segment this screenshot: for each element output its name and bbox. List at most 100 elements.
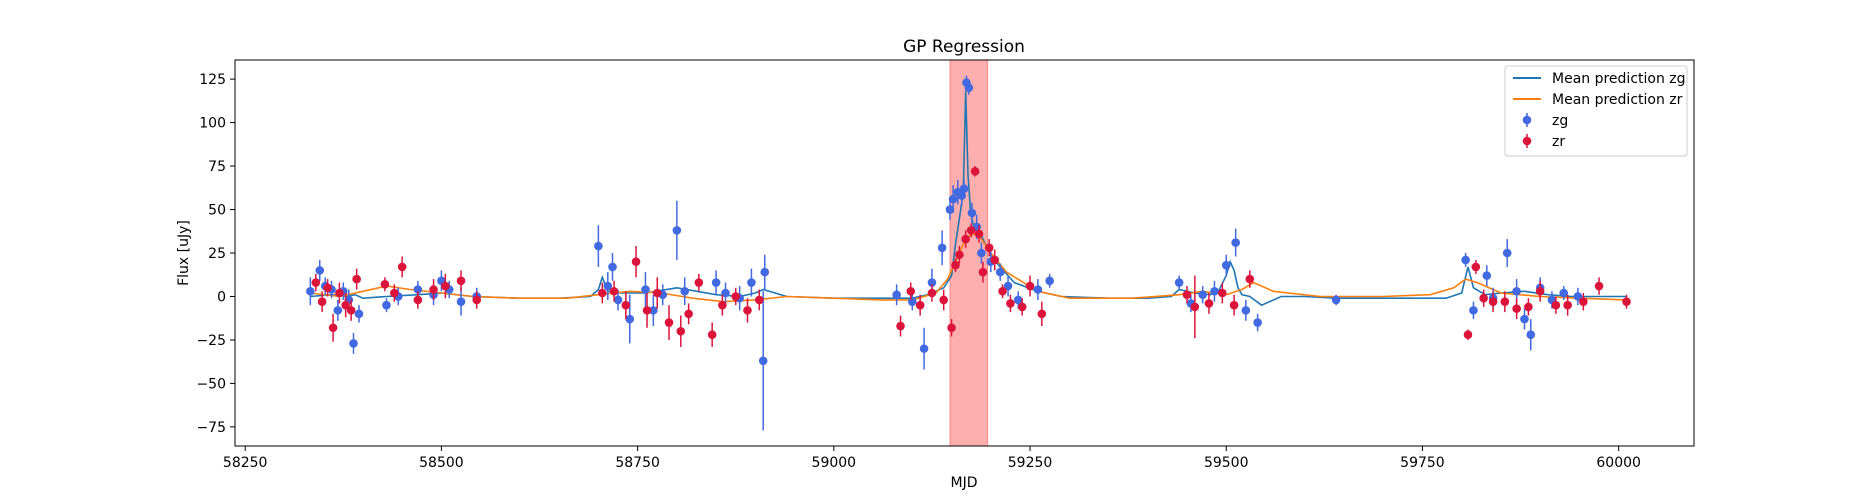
data-point [896, 321, 905, 331]
data-point [1006, 299, 1015, 308]
x-tick-label: 59250 [1008, 455, 1053, 471]
data-point [1594, 281, 1604, 291]
data-point [333, 306, 343, 315]
x-tick-label: 59500 [1204, 455, 1249, 471]
data-point [1469, 306, 1478, 315]
data-point [977, 248, 986, 258]
y-axis-title: Flux [uJy] [176, 220, 192, 286]
data-point [978, 267, 988, 277]
data-point [1551, 300, 1561, 310]
data-point [990, 255, 1000, 265]
data-point [892, 290, 901, 300]
data-point [945, 205, 955, 214]
data-point [603, 281, 613, 291]
series-points-zr [311, 166, 1631, 347]
data-point [964, 83, 974, 93]
data-point [919, 344, 929, 353]
data-point [1463, 330, 1473, 340]
data-point [1512, 286, 1521, 296]
data-point [721, 288, 730, 298]
data-point [906, 286, 916, 296]
data-point [937, 243, 947, 253]
data-point [1198, 290, 1207, 300]
data-point [1500, 297, 1510, 306]
data-point [625, 314, 635, 324]
y-tick-label: −50 [196, 376, 226, 392]
data-point [598, 288, 607, 298]
data-point [1013, 295, 1023, 305]
data-point [694, 278, 704, 287]
data-point [967, 208, 977, 218]
legend-box [1504, 65, 1688, 157]
legend: Mean prediction zg Mean prediction zr zg… [1504, 65, 1688, 157]
data-point [323, 283, 332, 293]
data-point [631, 257, 641, 266]
data-point [959, 184, 969, 193]
x-tick-label: 58750 [615, 455, 660, 471]
y-tick-label: 125 [199, 72, 226, 88]
data-point [328, 323, 338, 333]
data-point [676, 326, 686, 336]
data-point [397, 262, 407, 272]
data-point [1037, 309, 1047, 319]
data-point [1210, 286, 1219, 296]
data-point [349, 339, 358, 348]
data-point [441, 281, 450, 291]
data-point [1535, 286, 1545, 296]
data-point [456, 297, 466, 306]
y-tick-label: 100 [199, 116, 226, 132]
y-tick-label: −75 [196, 420, 226, 436]
data-point [335, 288, 344, 298]
legend-label-zg-mean: Mean prediction zg [1552, 71, 1686, 87]
data-point [1573, 292, 1583, 301]
data-point [672, 226, 682, 235]
data-point [1253, 318, 1262, 327]
data-point [1461, 255, 1470, 265]
data-point [1479, 293, 1488, 303]
data-point [1520, 314, 1529, 324]
data-point [961, 234, 970, 244]
data-point [995, 267, 1005, 277]
data-point [1241, 306, 1251, 315]
data-point [718, 300, 727, 310]
data-point [1524, 302, 1533, 312]
x-tick-label: 59750 [1400, 455, 1445, 471]
y-axis-ticks: −75 −50 −25 0 25 50 75 100 125 [196, 72, 235, 436]
data-point [311, 278, 321, 287]
x-axis-title: MJD [951, 475, 978, 491]
data-point [346, 306, 356, 315]
data-point [747, 278, 756, 287]
chart-title: GP Regression [903, 37, 1025, 57]
data-point [641, 285, 650, 294]
data-point [1221, 260, 1231, 270]
data-point [429, 285, 438, 294]
data-point [1579, 297, 1588, 306]
data-point [908, 297, 917, 306]
x-tick-label: 58250 [223, 455, 268, 471]
legend-dot [1522, 136, 1532, 146]
data-point [472, 295, 482, 305]
data-point [652, 288, 662, 298]
legend-marker-zr [1522, 134, 1532, 148]
data-point [594, 241, 603, 251]
data-point [760, 267, 770, 277]
data-point [456, 276, 466, 286]
data-point [951, 260, 960, 270]
data-point [1229, 300, 1239, 310]
data-point [306, 286, 315, 296]
legend-label-zr-mean: Mean prediction zr [1552, 92, 1683, 108]
data-point [1025, 281, 1035, 291]
data-point [1245, 274, 1255, 284]
data-point [352, 274, 361, 284]
data-point [970, 166, 980, 176]
data-point [380, 279, 390, 289]
data-point [664, 318, 674, 327]
legend-dot [1522, 115, 1532, 125]
data-point [984, 243, 994, 253]
data-point [413, 295, 423, 305]
y-tick-label: 75 [208, 159, 226, 175]
legend-label-zr: zr [1552, 134, 1565, 150]
data-point [1218, 288, 1227, 298]
data-point [390, 288, 399, 298]
